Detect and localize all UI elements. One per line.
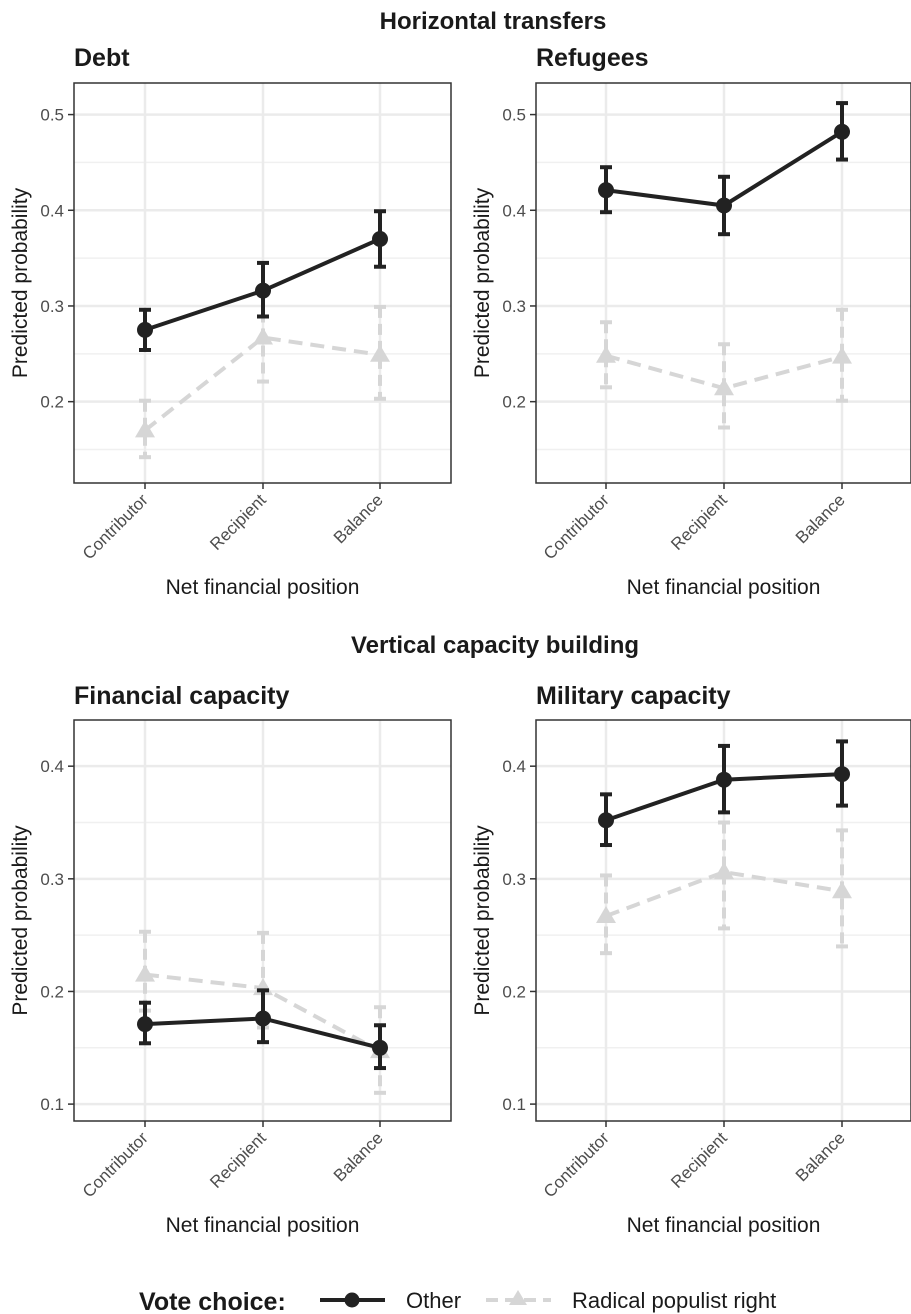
error-bar (139, 398, 151, 460)
y-tick-label: 0.3 (40, 870, 64, 889)
x-tick-label: Balance (330, 1128, 387, 1185)
error-bar (600, 320, 612, 390)
data-point (596, 905, 616, 923)
y-tick-label: 0.4 (502, 201, 526, 220)
data-point (370, 344, 390, 362)
series-line (605, 870, 843, 918)
x-tick-label: Contributor (540, 1128, 613, 1201)
y-axis-label: Predicted probability (471, 187, 494, 378)
y-tick-label: 0.4 (40, 757, 64, 776)
section-title-bottom: Vertical capacity building (351, 632, 639, 659)
series-radical-populist-right (596, 307, 852, 430)
series-radical-populist-right (596, 820, 852, 956)
series-other (137, 209, 388, 352)
data-point (716, 771, 732, 788)
data-point (255, 1010, 271, 1027)
data-point (834, 123, 850, 140)
data-point (714, 378, 734, 396)
series-other (137, 988, 388, 1071)
legend-label-other: Other (406, 1288, 461, 1313)
x-tick-label: Contributor (79, 1128, 152, 1201)
data-point (137, 321, 153, 338)
y-tick-label: 0.5 (502, 106, 526, 125)
x-axis-label: Net financial position (627, 1214, 821, 1237)
legend: Vote choice: Other Radical populist righ… (139, 1288, 776, 1314)
panel-title: Debt (74, 44, 130, 72)
x-tick-label: Recipient (667, 490, 731, 554)
x-tick-label: Contributor (540, 490, 613, 563)
error-bar (374, 304, 386, 401)
x-tick-label: Recipient (206, 490, 270, 554)
data-point (832, 346, 852, 364)
x-axis-label: Net financial position (166, 1214, 360, 1237)
y-tick-label: 0.2 (502, 982, 526, 1001)
panel-title: Military capacity (536, 682, 731, 710)
legend-marker-triangle (509, 1290, 527, 1305)
data-point (135, 964, 155, 982)
legend-label-radical-populist-right: Radical populist right (572, 1288, 776, 1313)
y-tick-label: 0.3 (502, 870, 526, 889)
x-axis-label: Net financial position (166, 576, 360, 599)
y-tick-label: 0.5 (40, 106, 64, 125)
data-point (716, 197, 732, 214)
data-point (598, 182, 614, 199)
series-other (598, 101, 850, 237)
section-title-top: Horizontal transfers (380, 8, 607, 35)
data-point (135, 420, 155, 438)
x-tick-label: Balance (792, 1128, 849, 1185)
legend-title: Vote choice: (139, 1288, 286, 1314)
data-point (255, 282, 271, 299)
data-point (832, 881, 852, 899)
legend-item-radical-populist-right: Radical populist right (486, 1288, 776, 1313)
y-tick-label: 0.3 (40, 297, 64, 316)
error-bar (836, 307, 848, 403)
y-tick-label: 0.2 (40, 982, 64, 1001)
y-tick-label: 0.3 (502, 297, 526, 316)
data-point (137, 1016, 153, 1033)
x-tick-label: Balance (792, 490, 849, 547)
legend-item-other: Other (320, 1288, 461, 1313)
panel-title: Financial capacity (74, 682, 289, 710)
data-point (834, 766, 850, 783)
series-other (598, 739, 850, 848)
x-axis-label: Net financial position (627, 576, 821, 599)
panel-refugees: 0.2 0.3 0.4 0.5 Contributor Recipient Balance R… (471, 44, 911, 599)
series-line (143, 335, 381, 432)
y-tick-label: 0.2 (40, 393, 64, 412)
y-axis-label: Predicted probability (9, 825, 32, 1016)
x-tick-label: Balance (330, 490, 387, 547)
x-tick-label: Recipient (667, 1128, 731, 1192)
data-point (596, 345, 616, 363)
x-tick-label: Contributor (79, 490, 152, 563)
data-point (372, 230, 388, 247)
data-point (598, 812, 614, 829)
legend-marker-circle (344, 1292, 360, 1308)
data-point (253, 327, 273, 345)
y-tick-label: 0.4 (40, 201, 64, 220)
y-tick-label: 0.1 (502, 1095, 526, 1114)
panel-title: Refugees (536, 44, 649, 72)
data-point (714, 862, 734, 880)
panel-financial-capacity: 0.1 0.2 0.3 0.4 Contributor Recipient Balance F… (9, 682, 452, 1237)
y-tick-label: 0.1 (40, 1095, 64, 1114)
y-tick-label: 0.2 (502, 393, 526, 412)
panel-military-capacity: 0.1 0.2 0.3 0.4 Contributor Recipient Balance M… (471, 682, 911, 1237)
y-tick-label: 0.4 (502, 757, 526, 776)
y-axis-label: Predicted probability (471, 825, 494, 1016)
x-tick-label: Recipient (206, 1128, 270, 1192)
data-point (372, 1039, 388, 1056)
y-axis-label: Predicted probability (9, 187, 32, 378)
panel-debt: 0.2 0.3 0.4 0.5 Contributor Recipient Balance D… (9, 44, 452, 599)
